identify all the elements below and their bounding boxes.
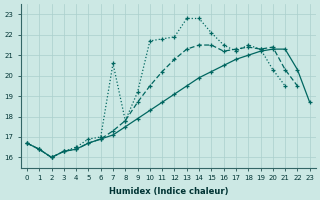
X-axis label: Humidex (Indice chaleur): Humidex (Indice chaleur): [108, 187, 228, 196]
